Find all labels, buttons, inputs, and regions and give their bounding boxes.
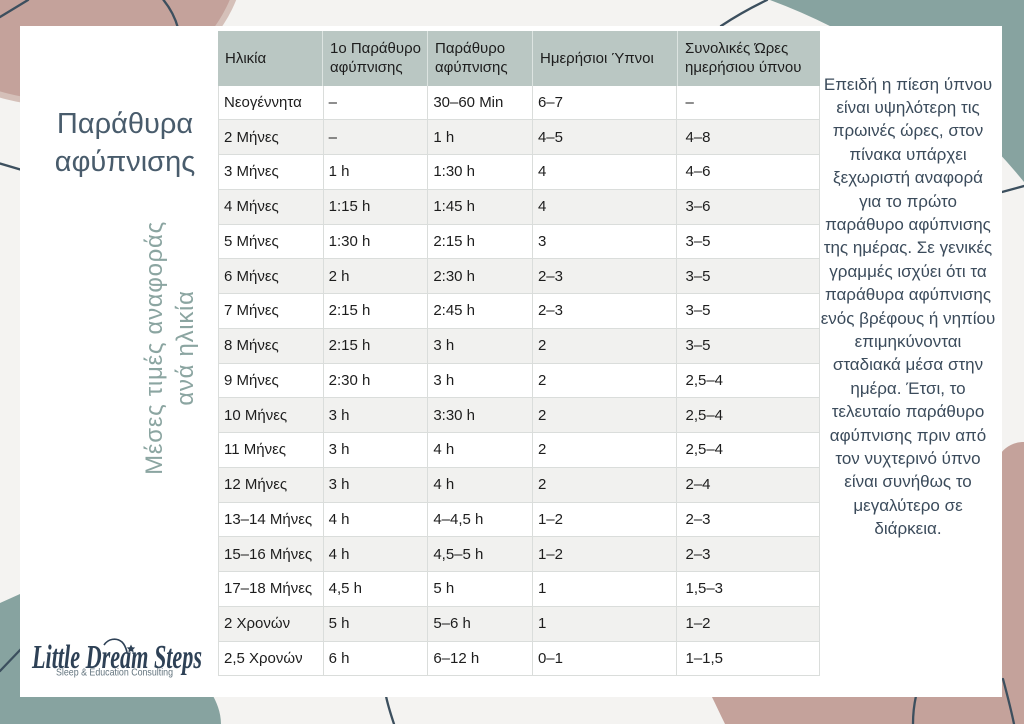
svg-text:Little Dream Steps: Little Dream Steps (31, 639, 202, 676)
svg-text:Sleep & Education Consulting: Sleep & Education Consulting (56, 667, 173, 679)
